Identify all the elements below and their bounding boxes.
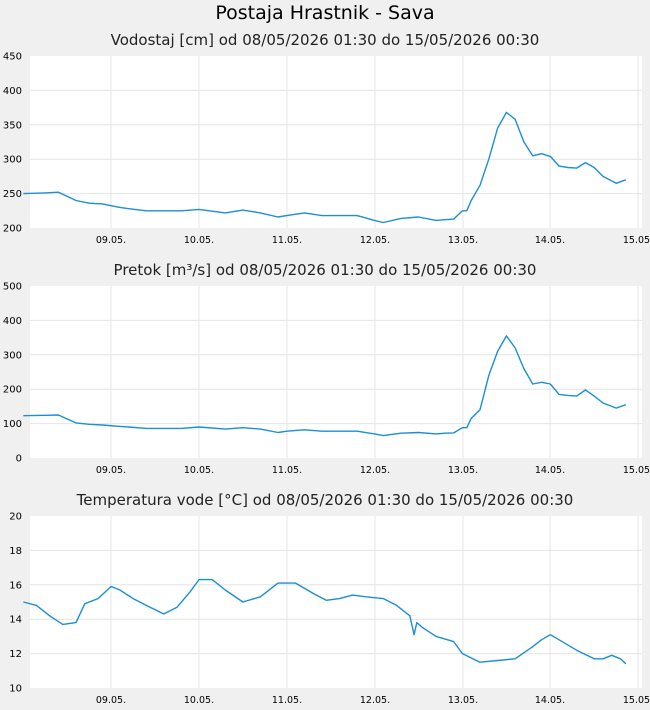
water-level-y-tick-label: 350 [3,120,22,131]
discharge-y-tick-label: 200 [3,385,22,396]
discharge-x-tick-label: 10.05. [184,465,214,476]
discharge-x-tick-label: 12.05. [360,465,390,476]
discharge-title: Pretok [m³/s] od 08/05/2026 01:30 do 15/… [113,261,537,279]
water-level-x-tick-label: 10.05. [184,235,214,246]
water-level-plot-area [30,56,642,228]
discharge-y-tick-label: 400 [3,316,22,327]
water-level-y-tick-label: 450 [3,52,22,63]
water-level-title: Vodostaj [cm] od 08/05/2026 01:30 do 15/… [110,31,540,49]
temperature-y-tick-label: 14 [9,615,22,626]
temperature-series-line [23,578,627,665]
water-level-series-line [23,111,627,224]
discharge-plot-area [30,286,642,458]
temperature-y-tick-label: 12 [9,649,22,660]
discharge-y-tick-label: 300 [3,350,22,361]
water-level-x-tick-label: 13.05. [448,235,478,246]
water-level-y-tick-label: 300 [3,155,22,166]
temperature-y-tick-label: 10 [9,684,22,695]
temperature-x-tick-label: 13.05. [448,695,478,706]
temperature-x-tick-label: 15.05. [623,695,650,706]
discharge-series-line [23,335,627,437]
station-title: Postaja Hrastnik - Sava [215,2,435,24]
discharge-y-tick-label: 500 [3,282,22,293]
water-level-x-tick-label: 09.05. [96,235,126,246]
water-level-x-tick-label: 14.05. [535,235,565,246]
discharge-x-tick-label: 13.05. [448,465,478,476]
discharge-x-tick-label: 11.05. [272,465,302,476]
temperature-plot-area [30,516,642,688]
temperature-title: Temperatura vode [°C] od 08/05/2026 01:3… [76,491,574,509]
water-level-y-tick-label: 400 [3,86,22,97]
discharge-x-tick-label: 09.05. [96,465,126,476]
water-level-x-tick-label: 15.05. [623,235,650,246]
discharge-x-tick-label: 14.05. [535,465,565,476]
discharge-y-tick-label: 100 [3,419,22,430]
discharge-x-tick-label: 15.05. [623,465,650,476]
temperature-x-tick-label: 10.05. [184,695,214,706]
water-level-y-tick-label: 200 [3,224,22,235]
water-level-y-tick-label: 250 [3,189,22,200]
temperature-x-tick-label: 14.05. [535,695,565,706]
temperature-y-tick-label: 16 [9,580,22,591]
temperature-x-tick-label: 09.05. [96,695,126,706]
temperature-y-tick-label: 18 [9,546,22,557]
water-level-x-tick-label: 12.05. [360,235,390,246]
temperature-x-tick-label: 12.05. [360,695,390,706]
temperature-x-tick-label: 11.05. [272,695,302,706]
discharge-y-tick-label: 0 [16,454,22,465]
temperature-y-tick-label: 20 [9,512,22,523]
water-level-x-tick-label: 11.05. [272,235,302,246]
